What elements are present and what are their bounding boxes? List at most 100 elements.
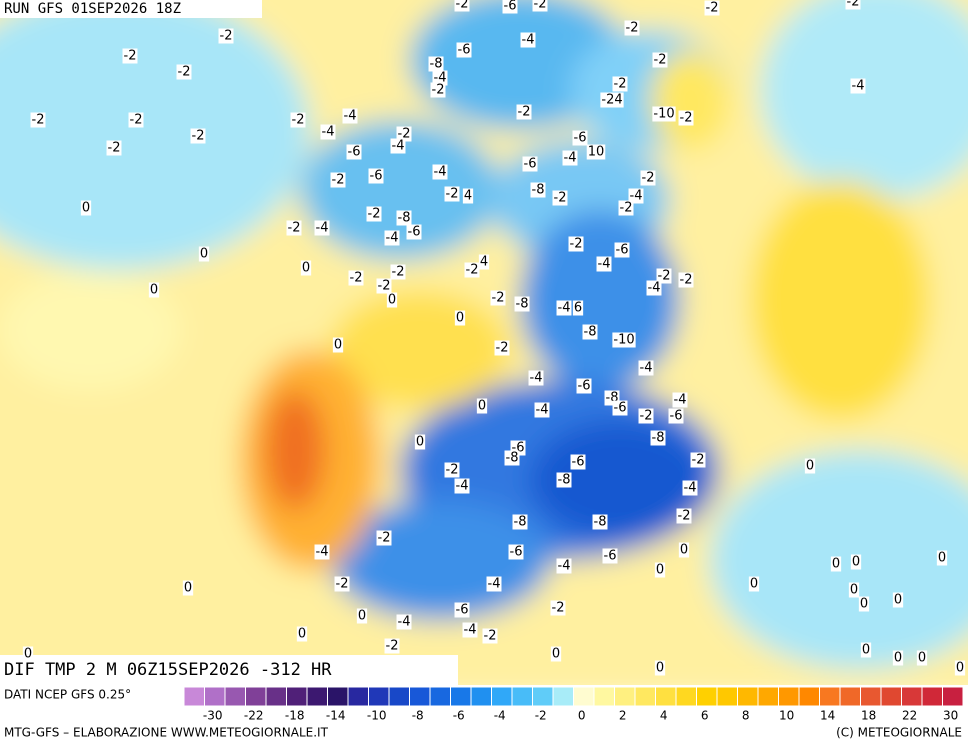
colorbar-swatch	[265, 686, 287, 707]
label-bg	[332, 337, 344, 353]
contour-label: 0	[552, 647, 560, 662]
label-bg	[804, 458, 816, 474]
contour-label: -2	[620, 201, 633, 216]
contour-label: -2	[456, 0, 469, 12]
label-bg	[672, 392, 688, 408]
label-bg	[454, 602, 470, 618]
colorbar-swatch	[778, 686, 800, 707]
contour-label: -2	[640, 409, 653, 424]
label-bg	[444, 462, 460, 478]
label-bg	[916, 650, 928, 666]
label-bg	[850, 554, 862, 570]
label-bg	[624, 20, 640, 36]
label-bg	[486, 576, 502, 592]
label-bg	[334, 576, 350, 592]
label-bg	[530, 182, 546, 198]
contour-label: 0	[938, 551, 946, 566]
contour-label: -2	[378, 279, 391, 294]
colorbar-tick-label: 22	[902, 709, 917, 723]
label-bg	[682, 480, 698, 496]
contour-label: -8	[514, 515, 527, 530]
contour-label: -2	[680, 273, 693, 288]
contour-label: -4	[434, 165, 447, 180]
colorbar-swatch	[409, 686, 431, 707]
contour-label: 0	[750, 577, 758, 592]
label-bg	[30, 112, 46, 128]
contour-label: -2	[288, 221, 301, 236]
contour-label: -6	[504, 0, 517, 14]
contour-label: -4	[630, 189, 643, 204]
colorbar-tick-label: 4	[660, 709, 668, 723]
label-bg	[592, 514, 608, 530]
label-bg	[432, 164, 448, 180]
contour-label: -2	[614, 77, 627, 92]
label-bg	[366, 206, 382, 222]
contour-label: -4	[522, 33, 535, 48]
label-bg	[850, 78, 866, 94]
contour-label: -8	[652, 431, 665, 446]
contour-label: 0	[302, 261, 310, 276]
contour-label: 0	[150, 283, 158, 298]
colorbar-swatch	[183, 686, 205, 707]
contour-label: -4	[564, 151, 577, 166]
contour-label: -2	[336, 577, 349, 592]
label-bg	[654, 562, 666, 578]
label-bg	[406, 224, 422, 240]
title-box	[0, 655, 458, 685]
contour-label: 0	[850, 583, 858, 598]
contour-label: -2	[392, 265, 405, 280]
contour-label: -4	[398, 615, 411, 630]
label-bg	[550, 600, 566, 616]
label-bg	[556, 558, 572, 574]
label-bg	[638, 408, 654, 424]
contour-label: -2	[847, 0, 860, 10]
contour-label: 0	[832, 557, 840, 572]
contour-label: -6	[614, 401, 627, 416]
contour-label: -4	[456, 479, 469, 494]
colorbar-swatch	[368, 686, 390, 707]
contour-label: -2	[654, 53, 667, 68]
contour-label: -6	[458, 43, 471, 58]
colorbar-tick-label: 14	[820, 709, 835, 723]
label-bg	[122, 48, 138, 64]
colorbar-swatch	[839, 686, 861, 707]
label-bg	[640, 170, 656, 186]
contour-label: -6	[578, 379, 591, 394]
label-bg	[860, 642, 872, 658]
label-bg	[444, 186, 460, 202]
contour-label: 4	[464, 189, 472, 204]
contour-label: -2	[496, 341, 509, 356]
contour-label: -10	[613, 333, 634, 348]
colorbar-swatch	[491, 686, 513, 707]
temperature-field	[0, 0, 968, 700]
label-bg	[848, 582, 860, 598]
contour-label: 0	[680, 543, 688, 558]
colorbar-swatch	[573, 686, 595, 707]
label-bg	[678, 110, 694, 126]
label-bg	[652, 106, 676, 122]
label-bg	[428, 56, 444, 72]
colorbar-tick-label: 6	[701, 709, 709, 723]
colorbar-swatch	[347, 686, 369, 707]
contour-label: -2	[108, 141, 121, 156]
label-bg	[612, 400, 628, 416]
contour-label: -6	[574, 131, 587, 146]
contour-label: -8	[594, 515, 607, 530]
label-bg	[176, 64, 192, 80]
label-bg	[432, 70, 448, 86]
label-bg	[502, 0, 518, 14]
label-bg	[514, 296, 530, 312]
label-bg	[396, 126, 412, 142]
contour-label: -2	[398, 127, 411, 142]
contour-label: 0	[358, 609, 366, 624]
label-bg	[704, 0, 720, 16]
label-bg	[314, 544, 330, 560]
colorbar-swatch	[737, 686, 759, 707]
colorbar-swatch	[655, 686, 677, 707]
contour-label: 0	[200, 247, 208, 262]
colorbar-source: DATI NCEP GFS 0.25°	[4, 688, 131, 702]
label-bg	[830, 556, 842, 572]
label-bg	[348, 270, 364, 286]
label-bg	[384, 638, 400, 654]
contour-label: 10	[588, 145, 605, 160]
